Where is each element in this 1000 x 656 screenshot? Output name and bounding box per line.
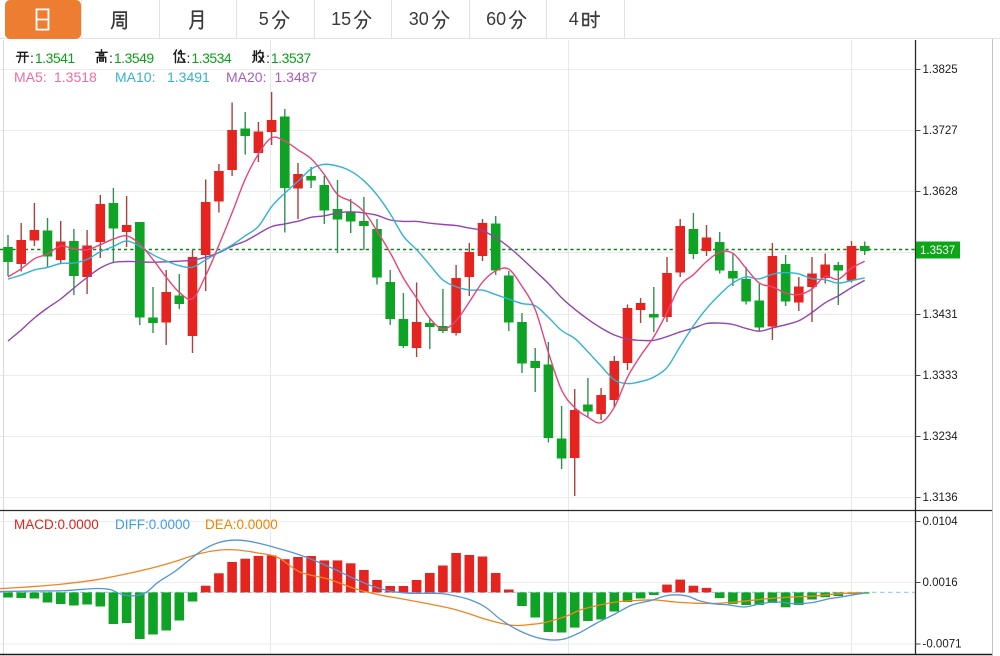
svg-text:0.0016: 0.0016	[923, 577, 958, 589]
svg-text:1.3628: 1.3628	[923, 186, 958, 198]
svg-text:1.3825: 1.3825	[923, 64, 958, 76]
svg-text:-0.0071: -0.0071	[923, 639, 962, 651]
svg-text:1.3333: 1.3333	[923, 370, 958, 382]
svg-text:1.3234: 1.3234	[923, 431, 959, 443]
svg-text:1.3727: 1.3727	[923, 125, 958, 137]
svg-text:1.3136: 1.3136	[923, 492, 958, 504]
svg-text:1.3431: 1.3431	[923, 309, 958, 321]
svg-text:0.0104: 0.0104	[923, 516, 959, 528]
svg-text:1.3537: 1.3537	[920, 245, 955, 257]
